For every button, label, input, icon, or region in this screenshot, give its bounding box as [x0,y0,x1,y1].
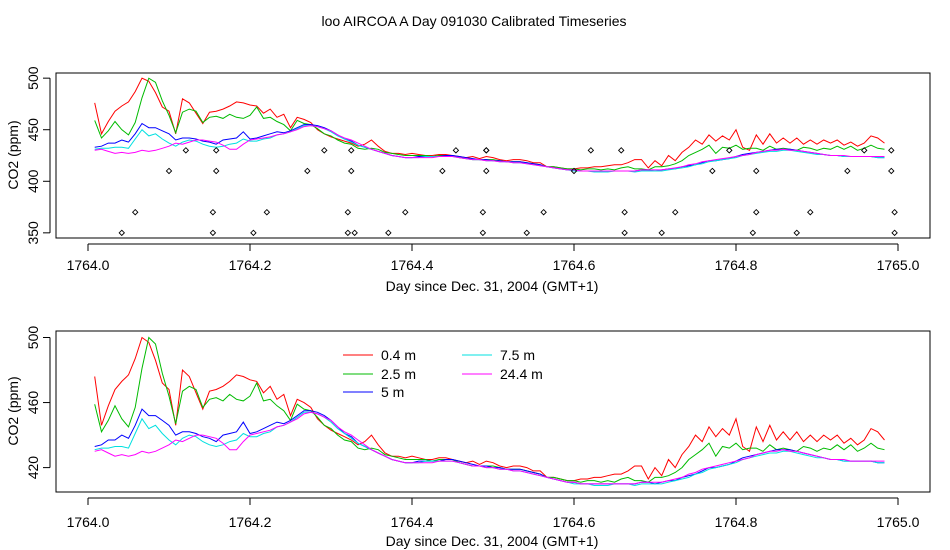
legend-label: 2.5 m [381,366,416,382]
series-line-5-m [94,408,885,485]
y-tick-label: 450 [25,118,41,142]
data-point-diamond [344,208,352,216]
x-tick-label: 1764.0 [67,257,110,273]
top-points-group [118,147,898,237]
data-point-diamond [888,147,895,154]
bottom-x-axis-label: Day since Dec. 31, 2004 (GMT+1) [386,533,599,549]
data-point-diamond [479,229,487,237]
data-point-diamond [263,208,271,216]
legend-label: 0.4 m [381,347,416,363]
data-point-diamond [348,167,355,175]
data-point-diamond [523,229,531,237]
series-line-24-4-m [94,125,885,172]
bottom-legend: 0.4 m 2.5 m 5 m 7.5 m 24.4 m [343,347,543,400]
data-point-diamond [118,229,126,237]
data-point-diamond [304,167,311,175]
y-tick-label: 400 [25,169,41,193]
data-point-diamond [483,147,490,154]
data-point-diamond [348,147,355,154]
data-point-diamond [621,208,628,216]
data-point-diamond [860,147,868,154]
data-point-diamond [212,167,220,175]
data-point-diamond [483,167,490,175]
data-point-diamond [891,229,898,237]
top-series-group [94,77,885,173]
data-point-diamond [483,147,490,154]
bottom-panel: 1764.0 1764.2 1764.4 1764.6 1764.8 1765.0 420… [5,326,931,549]
data-point-diamond [570,167,578,175]
data-point-diamond [344,229,352,237]
x-tick-label: 1764.2 [229,514,272,530]
data-point-diamond [402,208,409,216]
bottom-x-axis: 1764.0 1764.2 1764.4 1764.6 1764.8 1765.0 [67,497,920,530]
data-point-diamond [321,147,328,154]
series-line-2-5-m [94,77,885,171]
data-point-diamond [212,147,220,154]
data-point-diamond [793,229,800,237]
x-tick-label: 1764.0 [67,514,110,530]
data-point-diamond [209,229,217,237]
data-point-diamond [540,208,547,216]
data-point-diamond [617,147,625,154]
top-x-axis-label: Day since Dec. 31, 2004 (GMT+1) [386,278,599,294]
x-tick-label: 1764.6 [553,257,596,273]
legend-label: 7.5 m [500,347,535,363]
legend-label: 24.4 m [500,366,543,382]
data-point-diamond [891,208,898,216]
data-point-diamond [351,229,358,237]
series-line-24-4-m [94,411,885,485]
top-plot-frame [55,72,931,239]
data-point-diamond [131,208,139,216]
data-point-diamond [621,229,628,237]
data-point-diamond [753,208,760,216]
data-point-diamond [658,229,665,237]
data-point-diamond [753,167,760,175]
x-tick-label: 1764.8 [715,514,758,530]
data-point-diamond [726,147,733,154]
bottom-y-axis: 420 460 500 [25,326,51,480]
legend-label: 5 m [381,384,404,400]
data-point-diamond [709,167,716,175]
bottom-series-group [94,336,885,487]
data-point-diamond [165,167,173,175]
data-point-diamond [452,147,460,154]
data-point-diamond [888,167,895,175]
x-tick-label: 1764.2 [229,257,272,273]
data-point-diamond [479,208,487,216]
bottom-y-axis-label: CO2 (ppm) [5,376,21,445]
y-tick-label: 460 [25,391,41,415]
data-point-diamond [182,147,190,154]
top-x-axis: 1764.0 1764.2 1764.4 1764.6 1764.8 1765.0 [67,243,920,273]
data-point-diamond [807,208,814,216]
series-line-5-m [94,122,885,172]
top-y-axis: 350 400 450 500 [25,66,51,245]
series-line-0-4-m [94,336,885,482]
chart-title: loo AIRCOA A Day 091030 Calibrated Times… [321,13,626,29]
data-point-diamond [844,167,851,175]
top-panel: 1764.0 1764.2 1764.4 1764.6 1764.8 1765.0 350… [5,66,931,294]
y-tick-label: 420 [25,456,41,480]
series-line-2-5-m [94,336,885,483]
x-tick-label: 1764.4 [391,514,434,530]
x-tick-label: 1764.6 [553,514,596,530]
x-tick-label: 1765.0 [877,257,920,273]
x-tick-label: 1764.8 [715,257,758,273]
data-point-diamond [672,208,679,216]
data-point-diamond [749,229,757,237]
x-tick-label: 1764.4 [391,257,434,273]
y-tick-label: 350 [25,221,41,245]
data-point-diamond [587,147,595,154]
data-point-diamond [439,167,446,175]
bottom-plot-frame [55,330,931,493]
top-y-axis-label: CO2 (ppm) [5,120,21,189]
data-point-diamond [250,229,257,237]
data-point-diamond [385,229,392,237]
x-tick-label: 1765.0 [877,514,920,530]
y-tick-label: 500 [25,66,41,90]
data-point-diamond [209,208,217,216]
series-line-0-4-m [94,77,885,170]
y-tick-label: 500 [25,326,41,350]
